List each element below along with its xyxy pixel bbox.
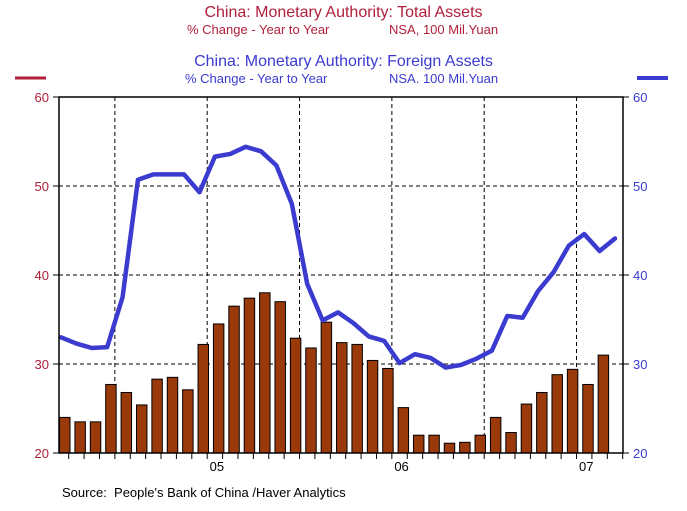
left-axis-tick-label: 60 (35, 90, 49, 105)
total-assets-bar (197, 343, 210, 454)
total-assets-bar (582, 383, 594, 454)
total-assets-bar (459, 441, 471, 454)
right-axis-tick-label: 50 (633, 179, 647, 194)
total-assets-bar (428, 434, 440, 454)
total-assets-bar (505, 432, 517, 454)
foreign-assets-line (58, 144, 618, 370)
right-axis-tick-label: 60 (633, 90, 647, 105)
x-axis-year-label: 05 (210, 459, 224, 474)
total-assets-bar (336, 342, 348, 454)
total-assets-bar (289, 337, 302, 454)
total-assets-bar (89, 421, 102, 454)
total-assets-bar (228, 305, 240, 454)
total-assets-bar (259, 292, 271, 454)
left-axis-tick-label: 30 (35, 357, 49, 372)
left-axis-tick-label: 20 (35, 446, 49, 461)
total-assets-bar (520, 403, 533, 454)
right-axis-tick-label: 40 (633, 268, 647, 283)
total-assets-bar (182, 389, 194, 454)
total-assets-bar (382, 367, 394, 454)
left-axis-tick-label: 40 (35, 268, 49, 283)
plot-frame (58, 96, 624, 454)
total-assets-bar (536, 391, 548, 454)
total-assets-bar (151, 378, 163, 454)
x-axis-year-label: 07 (579, 459, 593, 474)
source-note: Source: People's Bank of China /Haver An… (62, 485, 346, 500)
total-assets-bar (274, 301, 286, 454)
total-assets-bar (412, 434, 425, 454)
total-assets-bar (597, 354, 610, 454)
total-assets-bar (305, 347, 317, 454)
total-assets-bar (566, 368, 579, 454)
total-assets-bar (397, 407, 410, 454)
total-assets-subtitle-left: % Change - Year to Year (187, 22, 330, 37)
foreign-assets-subtitle-left: % Change - Year to Year (185, 71, 328, 86)
total-assets-bar (135, 404, 148, 454)
total-assets-bar (243, 297, 256, 454)
total-assets-bar (120, 391, 133, 454)
right-axis-tick-label: 20 (633, 446, 647, 461)
total-assets-bar (74, 421, 86, 454)
total-assets-bar (489, 416, 502, 454)
total-assets-bar (105, 383, 117, 454)
foreign-assets-subtitle-right: NSA. 100 Mil.Yuan (389, 71, 499, 86)
total-assets-title: China: Monetary Authority: Total Assets (204, 4, 483, 21)
total-assets-bar (212, 323, 225, 454)
total-assets-bar (320, 321, 333, 454)
total-assets-bar (59, 416, 71, 454)
right-axis-tick-label: 30 (633, 357, 647, 372)
total-assets-bar (166, 376, 179, 454)
total-assets-subtitle-right: NSA, 100 Mil.Yuan (389, 22, 499, 37)
x-axis-year-label: 06 (394, 459, 408, 474)
total-assets-bar (366, 359, 379, 454)
left-axis-tick-label: 50 (35, 179, 49, 194)
total-assets-bar (351, 343, 363, 454)
total-assets-bar (551, 374, 563, 454)
foreign-assets-title: China: Monetary Authority: Foreign Asset… (194, 53, 493, 70)
total-assets-bar (443, 442, 456, 454)
total-assets-bar (474, 434, 487, 454)
